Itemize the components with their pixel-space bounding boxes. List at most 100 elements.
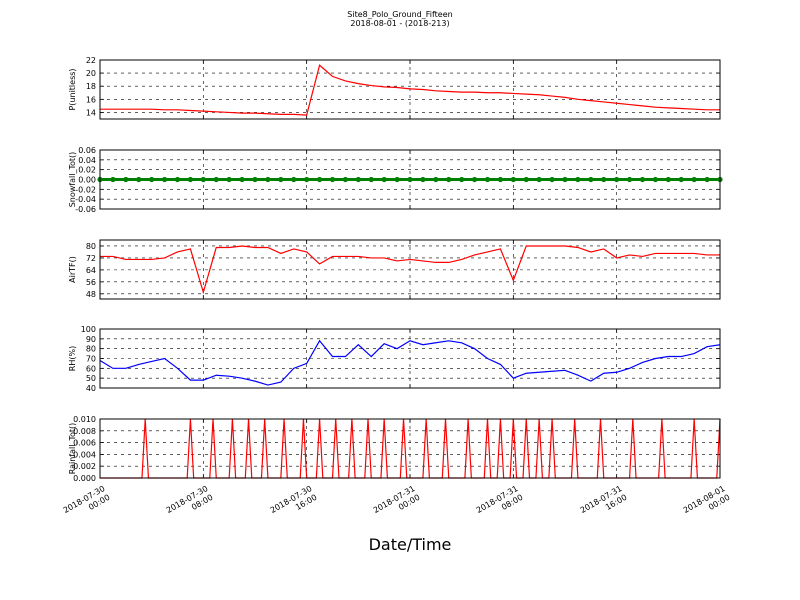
data-point [459,176,465,183]
data-point [123,176,129,183]
y-tick-label: 0.000 [73,474,96,483]
data-point [226,176,232,183]
data-point [381,176,387,183]
y-axis-label: RH(%) [68,346,77,371]
data-point [536,176,542,183]
data-point [678,176,684,183]
y-tick-label: 60 [86,364,96,373]
y-tick-label: 90 [86,335,96,344]
y-tick-label: 0.002 [73,462,96,471]
data-point [342,176,349,183]
chart-subtitle: 2018-08-01 - (2018-213) [350,19,449,28]
data-point [161,176,168,183]
y-tick-label: 56 [86,278,96,287]
x-axis-label: Date/Time [369,535,452,554]
y-axis-label: P(unitless) [68,68,77,110]
data-point [484,176,491,183]
data-point [368,176,374,183]
y-tick-label: 80 [86,345,96,354]
axes-frame [99,328,721,389]
data-point [575,176,581,183]
data-point [601,176,607,183]
data-point [329,176,336,183]
y-tick-label: 72 [86,254,96,263]
data-point [562,176,568,183]
y-tick-label: 0.02 [78,166,96,175]
data-point [213,176,219,183]
y-tick-label: 14 [86,108,96,117]
data-point [510,176,516,183]
data-point [407,176,413,183]
data-point [639,176,646,183]
data-point [149,176,155,183]
data-point [614,176,620,183]
y-tick-label: -0.02 [75,185,96,194]
data-point [187,176,194,183]
data-point [471,176,478,183]
data-line [100,245,720,295]
y-tick-label: 64 [86,266,96,275]
data-point [549,176,555,183]
data-point [704,176,710,183]
y-tick-label: 0.00 [78,176,96,185]
y-tick-label: 70 [86,355,96,364]
y-tick-label: 0.006 [73,439,96,448]
y-tick-label: 0.004 [73,450,96,459]
y-tick-label: 22 [86,56,96,65]
data-point [626,176,633,183]
chart-title: Site8_Polo_Ground_Fifteen [347,10,452,19]
data-point [497,176,504,183]
y-tick-label: 100 [81,325,96,334]
data-point [239,176,245,183]
data-point [433,176,439,183]
panel: 14 16 18 20 22 P(unitless) [68,56,721,120]
data-point [588,176,594,183]
data-point [174,176,181,183]
y-tick-label: 40 [86,384,96,393]
y-tick-label: 18 [86,82,96,91]
data-point [316,176,323,183]
y-tick-label: -0.06 [75,205,96,214]
data-point [691,176,697,183]
data-point [304,176,310,183]
y-tick-label: 80 [86,242,96,251]
y-tick-label: -0.04 [75,195,96,204]
y-axis-label: Rainfall_Tot() [68,423,77,475]
panel: 0.000 0.002 0.004 0.006 0.008 0.010Rainfall_T… [68,415,721,483]
y-tick-label: 0.04 [78,156,96,165]
y-tick-label: 0.008 [73,427,96,436]
panel: -0.06-0.04-0.020.000.020.040.06Snowfall_… [68,146,723,214]
y-tick-label: 0.06 [78,146,96,155]
data-point [523,176,529,183]
data-point [355,176,361,183]
axes-frame [99,59,721,120]
data-point [136,176,142,183]
data-point [252,176,258,183]
data-line [99,339,721,386]
data-point [265,176,271,183]
y-tick-label: 48 [86,290,96,299]
y-tick-label: 20 [86,69,96,78]
y-axis-label: Snowfall_Tot() [68,152,77,208]
data-point [110,176,116,183]
y-tick-label: 0.010 [73,415,96,424]
data-point [652,176,659,183]
data-point [291,176,297,183]
panel: 48 56 64 72 80 AirTF() [68,239,721,300]
data-point [446,176,452,183]
data-line [100,64,720,116]
data-point [278,176,284,183]
y-axis-label: AirTF() [68,256,77,283]
y-tick-label: 50 [86,374,96,383]
data-point [200,176,206,183]
axes-frame [99,418,721,479]
data-point [665,176,671,183]
y-tick-label: 16 [86,95,96,104]
axes-frame [99,149,721,210]
axes-frame [99,239,721,300]
data-point [420,176,426,183]
data-point [394,176,400,183]
